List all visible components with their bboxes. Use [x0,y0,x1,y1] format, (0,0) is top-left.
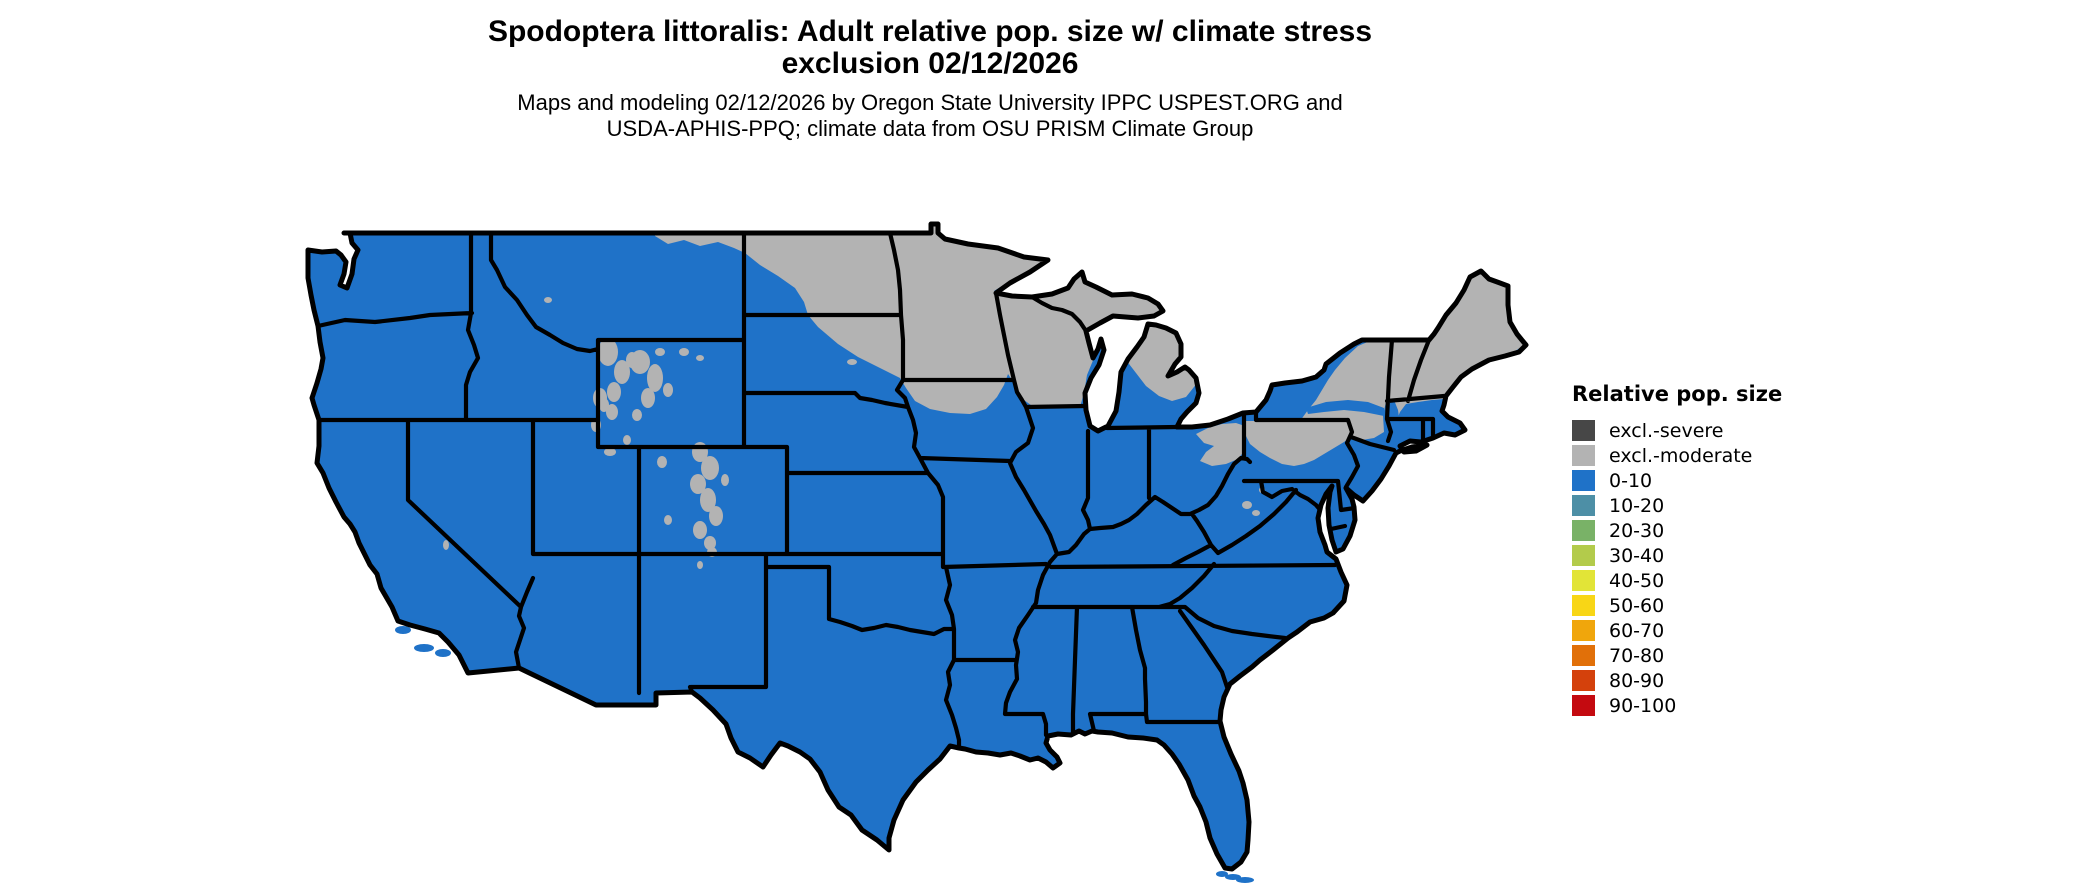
legend-label: 60-70 [1609,619,1665,642]
legend-swatch [1572,570,1595,591]
legend-swatch [1572,420,1595,441]
legend-label: 70-80 [1609,644,1665,667]
legend-item: 10-20 [1572,493,1932,518]
legend-item: 60-70 [1572,618,1932,643]
islands [395,626,1254,883]
legend-item: 40-50 [1572,568,1932,593]
legend-swatch [1572,445,1595,466]
legend-rows: excl.-severe excl.-moderate 0-10 10-20 20-30… [1572,418,1932,718]
mohawk-valley-blue [1306,400,1384,416]
legend-swatch [1572,645,1595,666]
legend-label: 50-60 [1609,594,1665,617]
legend-swatch [1572,620,1595,641]
legend-item: excl.-severe [1572,418,1932,443]
legend-title: Relative pop. size [1572,382,1783,406]
legend-item: 90-100 [1572,693,1932,718]
legend-label: 20-30 [1609,519,1665,542]
legend-swatch [1572,545,1595,566]
legend-label: 30-40 [1609,544,1665,567]
exclusion-northern-plains [652,224,1166,414]
legend-label: 10-20 [1609,494,1665,517]
legend-swatch [1572,470,1595,491]
legend-label: 0-10 [1609,469,1653,492]
legend-swatch [1572,670,1595,691]
exclusion-ohio-snowbelt [1196,423,1245,466]
title-line-2: exclusion 02/12/2026 [781,47,1079,80]
legend-swatch [1572,495,1595,516]
subtitle-line-2: USDA-APHIS-PPQ; climate data from OSU PR… [606,116,1254,141]
legend-swatch [1572,595,1595,616]
legend-item: 20-30 [1572,518,1932,543]
legend-item: excl.-moderate [1572,443,1932,468]
legend-item: 30-40 [1572,543,1932,568]
state-borders [315,230,1447,751]
legend-label: excl.-moderate [1609,444,1753,467]
legend-label: excl.-severe [1609,419,1724,442]
subtitle-line-1: Maps and modeling 02/12/2026 by Oregon S… [517,90,1343,115]
legend-item: 70-80 [1572,643,1932,668]
page-subtitle: Maps and modeling 02/12/2026 by Oregon S… [330,90,1530,142]
legend-item: 50-60 [1572,593,1932,618]
exclusion-northeast [1243,270,1526,466]
legend-item: 80-90 [1572,668,1932,693]
title-line-1: Spodoptera littoralis: Adult relative po… [487,15,1373,48]
legend-swatch [1572,695,1595,716]
legend-label: 40-50 [1609,569,1665,592]
nation-outline [305,221,1529,872]
legend: Relative pop. size excl.-severe excl.-mod… [1572,382,1932,718]
legend-item: 0-10 [1572,468,1932,493]
legend-label: 90-100 [1609,694,1677,717]
exclusion-mountain-flecks [443,297,1265,569]
legend-label: 80-90 [1609,669,1665,692]
legend-swatch [1572,520,1595,541]
page-title: Spodoptera littoralis: Adult relative po… [330,16,1530,80]
